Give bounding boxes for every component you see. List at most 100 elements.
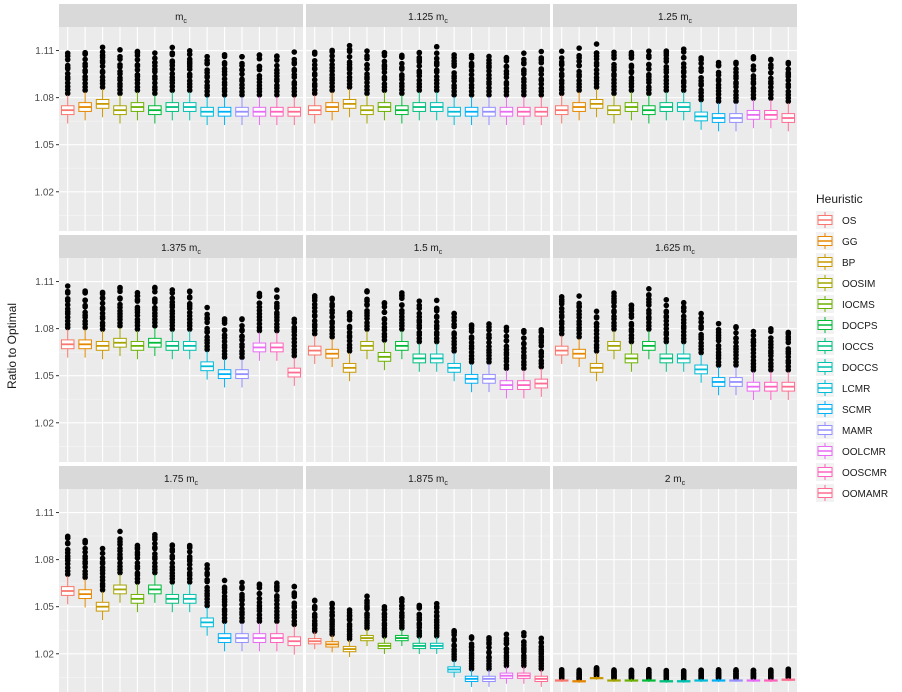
outlier-point xyxy=(99,44,106,51)
strip-label-main: m xyxy=(175,12,183,23)
outlier-point xyxy=(663,48,670,54)
boxplot-scmr xyxy=(217,51,232,126)
outlier-point xyxy=(733,343,739,350)
outlier-point xyxy=(152,50,158,56)
outlier-point xyxy=(169,308,176,314)
boxplot-ioccs xyxy=(165,287,180,360)
outlier-point xyxy=(117,68,123,75)
outlier-point xyxy=(503,85,510,92)
outlier-point xyxy=(558,318,565,325)
outlier-point xyxy=(521,67,527,73)
outlier-point xyxy=(82,318,88,324)
outlier-point xyxy=(82,553,88,560)
outlier-point xyxy=(593,308,600,315)
boxplot-bp xyxy=(342,42,357,118)
outlier-point xyxy=(152,560,158,566)
outlier-point xyxy=(538,326,545,333)
outlier-point xyxy=(256,599,263,606)
outlier-point xyxy=(486,331,492,338)
boxplot-os xyxy=(60,533,75,605)
outlier-point xyxy=(64,62,71,69)
boxplot-doccs xyxy=(676,668,691,683)
outlier-point xyxy=(503,362,510,369)
outlier-point xyxy=(611,667,617,673)
outlier-point xyxy=(503,324,510,331)
boxplot-doccs xyxy=(429,600,444,654)
outlier-point xyxy=(82,297,88,304)
panel-strip-label: 1.125 mc xyxy=(408,12,448,25)
outlier-point xyxy=(399,307,405,314)
outlier-point xyxy=(117,301,123,308)
strip-label-subscript: c xyxy=(183,18,187,25)
legend-label: OOSIM xyxy=(842,279,875,290)
outlier-point xyxy=(486,339,492,346)
outlier-point xyxy=(221,65,228,72)
outlier-point xyxy=(663,296,670,303)
panel-strip-label: 1.5 mc xyxy=(414,243,443,256)
outlier-point xyxy=(680,668,687,674)
outlier-point xyxy=(663,308,670,315)
outlier-point xyxy=(628,302,635,308)
legend-label: OOLCMR xyxy=(842,447,886,458)
outlier-point xyxy=(680,299,687,306)
boxplot-mamr xyxy=(729,59,743,132)
outlier-point xyxy=(134,570,141,576)
boxplot-lcmr xyxy=(200,304,214,380)
outlier-point xyxy=(663,73,670,80)
outlier-point xyxy=(381,331,388,337)
outlier-point xyxy=(715,667,722,673)
outlier-point xyxy=(698,65,704,72)
outlier-point xyxy=(768,69,774,76)
outlier-point xyxy=(99,300,106,307)
outlier-point xyxy=(503,333,510,340)
outlier-point xyxy=(680,313,687,320)
outlier-point xyxy=(134,62,141,68)
strip-label-subscript: c xyxy=(444,18,448,25)
outlier-point xyxy=(186,294,193,300)
outlier-point xyxy=(346,70,353,77)
outlier-point xyxy=(611,61,617,68)
outlier-point xyxy=(768,667,774,673)
boxplot-doccs xyxy=(182,48,197,121)
outlier-point xyxy=(468,82,475,88)
outlier-point xyxy=(364,319,370,326)
legend-item-doccs: DOCCS xyxy=(816,358,878,376)
outlier-point xyxy=(329,600,335,607)
panel-strip xyxy=(306,466,550,489)
outlier-point xyxy=(82,537,88,544)
boxplot-scmr xyxy=(711,320,726,396)
outlier-point xyxy=(399,72,405,78)
y-tick-label: 1.05 xyxy=(35,602,55,613)
boxplot-lcmr xyxy=(694,310,708,383)
outlier-point xyxy=(576,318,582,325)
legend-item-ooscmr: OOSCMR xyxy=(816,463,887,481)
outlier-point xyxy=(576,667,582,674)
outlier-point xyxy=(169,58,176,64)
outlier-point xyxy=(593,41,600,47)
outlier-point xyxy=(416,302,423,309)
outlier-point xyxy=(486,53,492,60)
outlier-point xyxy=(364,307,370,314)
boxplot-iocms xyxy=(377,299,392,371)
outlier-point xyxy=(239,584,245,590)
outlier-point xyxy=(593,71,600,77)
outlier-point xyxy=(768,75,774,82)
outlier-point xyxy=(416,63,423,69)
outlier-point xyxy=(64,283,71,289)
legend-item-mamr: MAMR xyxy=(816,421,873,439)
outlier-point xyxy=(416,54,423,61)
panel: 1.75 mc 1.02 1.05 1.08 1.11 xyxy=(35,466,303,692)
outlier-point xyxy=(538,66,545,72)
outlier-point xyxy=(311,62,318,68)
outlier-point xyxy=(204,576,210,583)
outlier-point xyxy=(468,60,475,67)
outlier-point xyxy=(663,335,670,342)
boxplot-oosim xyxy=(360,288,374,360)
outlier-point xyxy=(152,55,158,62)
outlier-point xyxy=(468,71,475,78)
outlier-point xyxy=(486,649,492,655)
outlier-point xyxy=(468,634,475,640)
boxplot-mamr xyxy=(729,667,743,683)
outlier-point xyxy=(169,287,176,293)
